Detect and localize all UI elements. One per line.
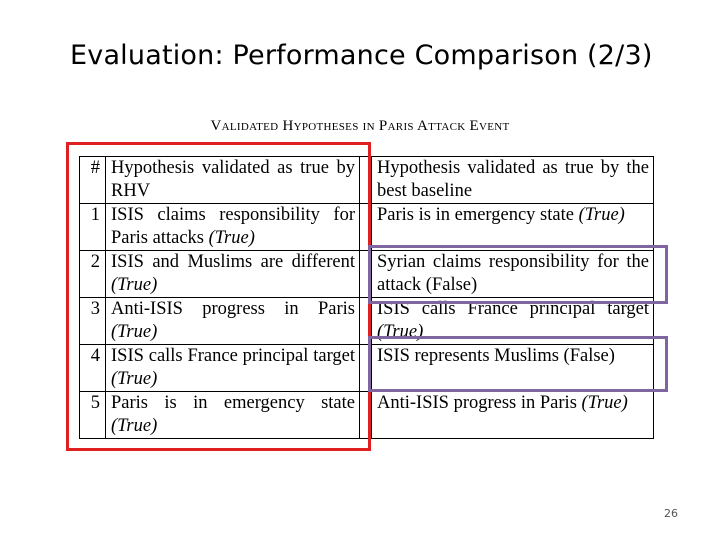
rhv-cell: ISIS calls France principal target (True…	[105, 344, 360, 392]
rhv-cell: Anti-ISIS progress in Paris (True)	[105, 297, 360, 345]
rhv-cell: ISIS claims responsibility for Paris att…	[105, 203, 360, 251]
rhv-text: ISIS and Muslims are different	[111, 252, 355, 272]
rhv-text: ISIS claims responsibility for Paris att…	[111, 205, 355, 248]
baseline-cell: ISIS represents Muslims (False)	[371, 344, 654, 392]
false-row-highlight	[368, 245, 668, 304]
false-row-highlight	[368, 336, 668, 392]
hypotheses-table: # Hypothesis validated as true by RHV Hy…	[79, 156, 654, 439]
baseline-cell: Anti-ISIS progress in Paris (True)	[371, 391, 654, 439]
baseline-cell: Syrian claims responsibility for the att…	[371, 250, 654, 298]
rhv-text: Anti-ISIS progress in Paris	[111, 299, 355, 319]
rhv-tag: (True)	[111, 322, 158, 342]
row-num: 5	[79, 391, 106, 439]
baseline-text: ISIS calls France principal target	[377, 299, 649, 319]
table-row: 4 ISIS calls France principal target (Tr…	[79, 344, 654, 392]
rhv-tag: (True)	[111, 275, 158, 295]
table-header-row: # Hypothesis validated as true by RHV Hy…	[79, 156, 654, 204]
baseline-tag: (False)	[563, 346, 615, 366]
baseline-tag: (True)	[581, 393, 628, 413]
baseline-text: Anti-ISIS progress in Paris	[377, 393, 582, 413]
baseline-tag: (True)	[578, 205, 625, 225]
rhv-cell: Paris is in emergency state (True)	[105, 391, 360, 439]
rhv-tag: (True)	[208, 228, 255, 248]
table-caption: Validated Hypotheses in Paris Attack Eve…	[210, 118, 510, 134]
baseline-text: Syrian claims responsibility for the att…	[377, 252, 649, 295]
rhv-column-highlight	[66, 142, 371, 451]
page-number: 26	[664, 507, 678, 520]
slide-title: Evaluation: Performance Comparison (2/3)	[70, 40, 653, 71]
baseline-text: Paris is in emergency state	[377, 205, 579, 225]
rhv-text: Paris is in emergency state	[111, 393, 355, 413]
row-num: 3	[79, 297, 106, 345]
row-num: 1	[79, 203, 106, 251]
table-row: 5 Paris is in emergency state (True) Ant…	[79, 391, 654, 439]
baseline-tag: (False)	[425, 275, 478, 295]
baseline-text: ISIS represents Muslims	[377, 346, 564, 366]
header-baseline: Hypothesis validated as true by the best…	[371, 156, 654, 204]
rhv-cell: ISIS and Muslims are different (True)	[105, 250, 360, 298]
header-num: #	[79, 156, 106, 204]
rhv-tag: (True)	[111, 369, 158, 389]
baseline-cell: Paris is in emergency state (True)	[371, 203, 654, 251]
rhv-text: ISIS calls France principal target	[111, 346, 355, 366]
rhv-tag: (True)	[111, 416, 158, 436]
table-row: 2 ISIS and Muslims are different (True) …	[79, 250, 654, 298]
